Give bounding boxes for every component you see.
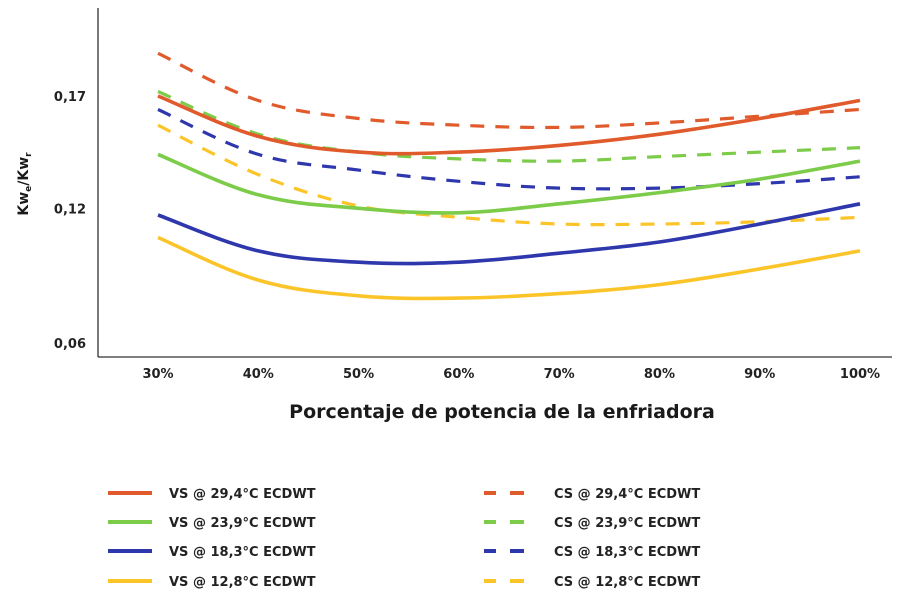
- series-line-cs-18-3-c-ecdwt: [157, 108, 861, 191]
- y-axis-title-sub1: e: [24, 186, 34, 192]
- x-tick-label-2: 50%: [343, 367, 374, 382]
- x-tick-label-1: 40%: [243, 367, 274, 382]
- legend-label-vs-3: VS @ 12,8°C ECDWT: [169, 575, 316, 590]
- series-line-cs-12-8-c-ecdwt: [157, 123, 861, 227]
- series-layer: [157, 51, 861, 301]
- series-line-vs-29-4-c-ecdwt: [157, 94, 861, 156]
- series-line-vs-18-3-c-ecdwt: [157, 202, 861, 266]
- series-line-cs-29-4-c-ecdwt: [157, 51, 861, 130]
- legend-label-vs-2: VS @ 18,3°C ECDWT: [169, 545, 316, 560]
- x-tick-label-7: 100%: [840, 367, 880, 382]
- y-tick-label-1: 0,12: [54, 202, 86, 217]
- y-ticks: 0,06 0,12 0,17: [54, 90, 86, 352]
- x-tick-label-5: 80%: [644, 367, 675, 382]
- x-tick-label-4: 70%: [544, 367, 575, 382]
- x-tick-label-0: 30%: [142, 367, 173, 382]
- x-tick-label-6: 90%: [744, 367, 775, 382]
- legend-label-cs-1: CS @ 23,9°C ECDWT: [554, 516, 700, 531]
- y-tick-label-2: 0,17: [54, 90, 86, 105]
- y-axis-title-sep: /Kw: [16, 157, 32, 186]
- x-tick-label-3: 60%: [443, 367, 474, 382]
- y-axis-title-sub2: r: [24, 152, 34, 157]
- legend: VS @ 29,4°C ECDWT VS @ 23,9°C ECDWT VS @ 1…: [108, 487, 700, 590]
- legend-label-vs-1: VS @ 23,9°C ECDWT: [169, 516, 316, 531]
- legend-label-vs-0: VS @ 29,4°C ECDWT: [169, 487, 316, 502]
- y-tick-label-0: 0,06: [54, 337, 86, 352]
- series-line-vs-12-8-c-ecdwt: [157, 235, 861, 301]
- legend-label-cs-3: CS @ 12,8°C ECDWT: [554, 575, 700, 590]
- x-ticks: 30% 40% 50% 60% 70% 80% 90% 100%: [142, 367, 880, 382]
- legend-label-cs-0: CS @ 29,4°C ECDWT: [554, 487, 700, 502]
- y-axis-title: Kwe/Kwr: [16, 152, 34, 216]
- series-line-cs-23-9-c-ecdwt: [157, 90, 861, 163]
- series-line-vs-23-9-c-ecdwt: [157, 152, 861, 215]
- legend-label-cs-2: CS @ 18,3°C ECDWT: [554, 545, 700, 560]
- y-axis-title-main1: Kw: [16, 192, 32, 216]
- x-axis-title: Porcentaje de potencia de la enfriadora: [289, 401, 715, 423]
